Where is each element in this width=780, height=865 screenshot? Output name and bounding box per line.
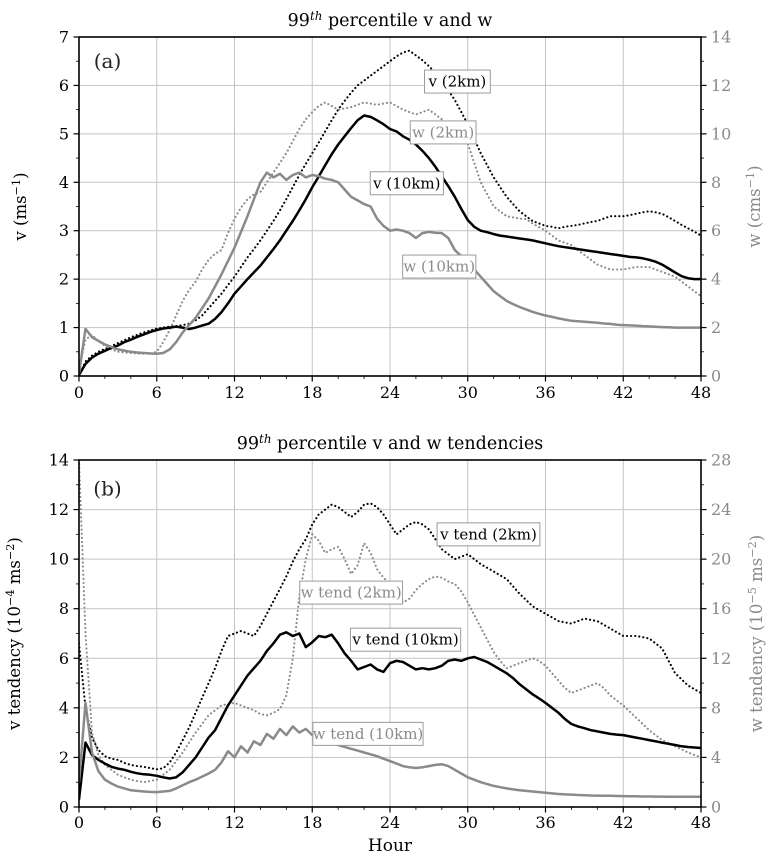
series-label-v-tend-10km-: v tend (10km) <box>349 627 462 652</box>
x-tick-label: 30 <box>458 813 478 832</box>
y-right-tick-label: 2 <box>711 318 721 337</box>
series-label-v-10km-: v (10km) <box>369 171 444 196</box>
x-tick-label: 18 <box>302 383 322 402</box>
x-tick-label: 0 <box>74 383 84 402</box>
gridlines <box>79 460 701 807</box>
series-label-w-2km-: w (2km) <box>409 120 477 145</box>
y-left-tick-label: 2 <box>59 748 69 767</box>
series-line-v-tend-2km- <box>79 502 701 771</box>
svg-text:v (10km): v (10km) <box>372 174 440 192</box>
y-right-tick-label: 4 <box>711 748 721 767</box>
series-group <box>79 460 701 800</box>
series-label-v-tend-2km-: v tend (2km) <box>436 522 541 547</box>
y-left-tick-label: 1 <box>59 318 69 337</box>
y-right-tick-label: 16 <box>711 599 731 618</box>
x-tick-label: 24 <box>380 813 400 832</box>
y-right-tick-label: 8 <box>711 698 721 717</box>
series-line-v-tend-10km- <box>79 631 701 800</box>
y-right-tick-label: 8 <box>711 173 721 192</box>
x-tick-label: 48 <box>691 383 711 402</box>
x-tick-label: 24 <box>380 383 400 402</box>
x-tick-label: 30 <box>458 383 478 402</box>
y-right-axis-label: w tendency (10−5 ms−2) <box>746 535 766 732</box>
series-group <box>79 49 701 376</box>
series-label-w-10km-: w (10km) <box>402 254 477 279</box>
panel-title: 99th percentile v and w tendencies <box>237 432 543 454</box>
y-right-tick-label: 12 <box>711 76 731 95</box>
y-right-tick-label: 28 <box>711 451 731 470</box>
x-tick-label: 18 <box>302 813 322 832</box>
svg-text:w tend (10km): w tend (10km) <box>313 725 424 743</box>
y-right-tick-label: 10 <box>711 124 731 143</box>
y-right-tick-label: 0 <box>711 367 721 386</box>
x-tick-label: 12 <box>224 813 244 832</box>
svg-text:w (10km): w (10km) <box>403 258 475 276</box>
y-left-tick-label: 8 <box>59 599 69 618</box>
y-left-tick-label: 3 <box>59 221 69 240</box>
y-left-tick-label: 2 <box>59 270 69 289</box>
y-right-tick-label: 14 <box>711 28 731 47</box>
svg-text:v (2km): v (2km) <box>427 73 486 91</box>
x-tick-label: 42 <box>613 383 633 402</box>
y-left-tick-label: 0 <box>59 367 69 386</box>
panel-title: 99th percentile v and w <box>288 9 493 31</box>
y-left-tick-label: 4 <box>59 173 69 192</box>
series-line-w-tend-10km- <box>79 701 701 799</box>
series-line-w-2km- <box>79 101 701 370</box>
series-label-w-tend-2km-: w tend (2km) <box>299 580 404 605</box>
svg-text:v tend (2km): v tend (2km) <box>439 525 537 543</box>
gridlines <box>79 37 701 376</box>
x-tick-label: 36 <box>535 383 555 402</box>
y-left-tick-label: 4 <box>59 698 69 717</box>
svg-text:w tend (2km): w tend (2km) <box>301 584 402 602</box>
y-left-tick-label: 0 <box>59 798 69 817</box>
y-left-tick-label: 6 <box>59 649 69 668</box>
y-right-tick-label: 6 <box>711 221 721 240</box>
y-right-tick-label: 0 <box>711 798 721 817</box>
y-left-tick-label: 14 <box>49 451 69 470</box>
y-right-tick-label: 12 <box>711 649 731 668</box>
y-right-tick-label: 4 <box>711 270 721 289</box>
series-label-w-tend-10km-: w tend (10km) <box>312 721 424 746</box>
series-label-v-2km-: v (2km) <box>423 69 491 94</box>
x-tick-label: 6 <box>152 813 162 832</box>
panel-letter: (b) <box>93 477 121 501</box>
series-line-w-10km- <box>79 171 701 374</box>
y-left-tick-label: 10 <box>49 550 69 569</box>
panel-b: v tend (2km) w tend (2km) v tend (10km) w t… <box>4 432 766 856</box>
x-tick-label: 48 <box>691 813 711 832</box>
svg-text:w (2km): w (2km) <box>412 123 474 141</box>
y-left-tick-label: 6 <box>59 76 69 95</box>
y-left-axis-label: v tendency (10−4 ms−2) <box>4 537 24 731</box>
x-tick-label: 12 <box>224 383 244 402</box>
series-line-w-tend-2km- <box>79 460 701 784</box>
panel-a: v (2km)w (2km)v (10km)w (10km)0 6 12 18 24 30… <box>10 9 764 402</box>
series-line-v-10km- <box>79 114 701 376</box>
y-left-tick-label: 7 <box>59 28 69 47</box>
x-tick-label: 42 <box>613 813 633 832</box>
y-left-tick-label: 12 <box>49 500 69 519</box>
x-axis-label: Hour <box>368 836 413 856</box>
y-left-axis-label: v (ms−1) <box>10 172 30 241</box>
y-right-axis-label: w (cms−1) <box>744 165 764 247</box>
panel-letter: (a) <box>94 49 122 73</box>
y-right-tick-label: 20 <box>711 550 731 569</box>
y-right-tick-label: 24 <box>711 500 731 519</box>
x-tick-label: 6 <box>152 383 162 402</box>
x-tick-label: 0 <box>74 813 84 832</box>
x-tick-label: 36 <box>535 813 555 832</box>
y-left-tick-label: 5 <box>59 124 69 143</box>
svg-text:v tend (10km): v tend (10km) <box>351 631 458 649</box>
